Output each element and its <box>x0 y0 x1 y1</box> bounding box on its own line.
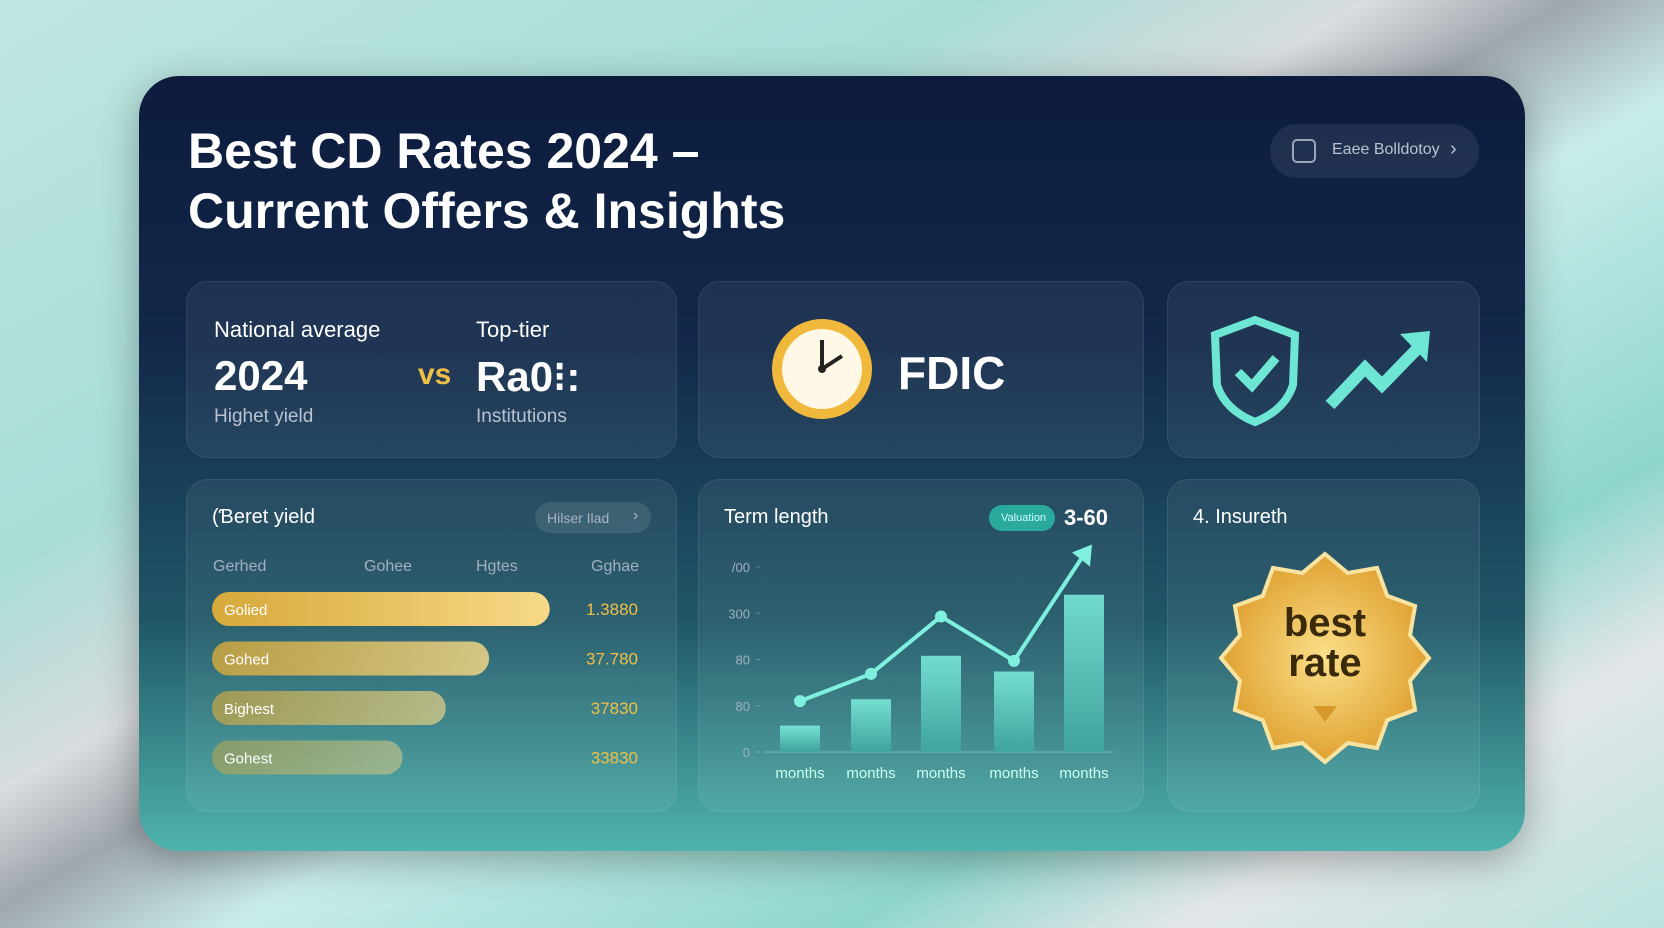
panel-title: (Ɓeret yield <box>212 506 315 528</box>
y-tick-label: 0 <box>743 745 750 760</box>
bar <box>212 592 550 626</box>
x-tick-label: months <box>775 765 824 782</box>
button-label: Eaee Bolldotoy <box>1332 141 1440 158</box>
best-rate-badge: best rate <box>1218 551 1432 765</box>
compare-panel <box>186 281 677 458</box>
value: 2024 <box>214 352 308 399</box>
bar-amount: 37.780 <box>586 650 638 669</box>
sub: Institutions <box>476 406 567 427</box>
column-header: Gghae <box>591 558 639 575</box>
bar <box>212 740 403 775</box>
pill-label: Valuation <box>1001 512 1047 524</box>
bar-amount: 33830 <box>591 749 638 768</box>
y-tick-label: 80 <box>736 699 750 714</box>
bar-label: Bighest <box>224 701 275 718</box>
title: Current Offers & Insights <box>188 183 786 239</box>
bar <box>851 699 891 752</box>
point <box>1008 654 1020 667</box>
bar-amount: 1.3880 <box>586 600 638 619</box>
y-tick-label: 80 <box>736 653 750 668</box>
trend-icon <box>1325 331 1430 410</box>
bar-label: Golied <box>224 602 267 619</box>
label: National average <box>214 317 381 342</box>
y-tick-label: /00 <box>732 560 750 575</box>
bar-label: Gohest <box>224 751 273 768</box>
bar <box>1064 594 1104 752</box>
badge-text: best <box>1284 601 1366 645</box>
bar <box>212 641 490 676</box>
bar-label: Gohed <box>224 652 269 669</box>
badge-text: rate <box>1288 641 1361 685</box>
bar-amount: 37830 <box>591 699 638 718</box>
fdic-label: FDIC <box>898 347 1006 399</box>
x-tick-label: months <box>989 765 1038 782</box>
vs: vs <box>418 358 452 391</box>
button[interactable]: Hilser Ilad › <box>535 502 651 533</box>
bar <box>994 671 1034 752</box>
y-tick-label: 300 <box>728 606 750 621</box>
point <box>865 667 877 680</box>
bar <box>780 725 820 752</box>
title: Best CD Rates 2024 – <box>188 123 700 179</box>
bar <box>212 691 446 725</box>
arrow-head <box>1072 544 1092 567</box>
x-tick-label: months <box>846 765 895 782</box>
point <box>935 610 947 623</box>
button[interactable]: Eaee Bolldotoy › <box>1270 124 1479 178</box>
panel-title: Term length <box>724 506 829 528</box>
shield <box>1210 315 1300 427</box>
sub: Highet yield <box>214 406 314 427</box>
pill: Valuation <box>989 505 1055 531</box>
label: Top-tier <box>476 317 550 342</box>
column-header: Hgtes <box>476 558 518 575</box>
column-header: Gerhed <box>213 558 266 575</box>
value: Ra0⁝: <box>476 353 581 400</box>
button-label: Hilser Ilad <box>547 510 610 526</box>
panel-title: 4. Insureth <box>1193 506 1288 528</box>
column-header: Gohee <box>364 558 412 575</box>
bar <box>921 655 961 752</box>
clock <box>772 319 872 419</box>
point <box>794 695 806 708</box>
x-tick-label: months <box>1059 765 1108 782</box>
x-tick-label: months <box>916 765 965 782</box>
range: 3-60 <box>1064 505 1109 530</box>
